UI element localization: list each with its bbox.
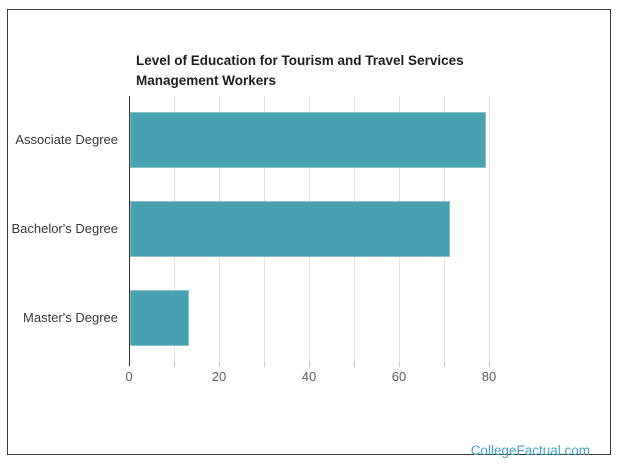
x-tick-mark	[174, 362, 175, 367]
x-tick-mark	[309, 362, 310, 367]
y-axis-line	[129, 96, 130, 366]
chart-title: Level of Education for Tourism and Trave…	[136, 53, 464, 88]
x-tick-mark	[489, 362, 490, 367]
category-label: Master's Degree	[23, 310, 118, 325]
x-tick-label: 80	[481, 369, 497, 384]
x-tick-label: 0	[125, 369, 133, 384]
plot-area: 0 20 40 60 80	[125, 96, 513, 384]
bar-associate-degree	[130, 112, 486, 168]
x-gridline	[489, 96, 490, 362]
x-tick-mark	[444, 362, 445, 367]
x-tick-mark	[264, 362, 265, 367]
x-tick-mark	[354, 362, 355, 367]
x-tick-mark	[399, 362, 400, 367]
x-tick-label: 40	[301, 369, 317, 384]
x-tick-label: 60	[391, 369, 407, 384]
category-label: Associate Degree	[15, 132, 118, 147]
x-tick-mark	[219, 362, 220, 367]
category-label: Bachelor's Degree	[11, 221, 118, 236]
x-tick-label: 20	[211, 369, 227, 384]
bar-bachelor-s-degree	[130, 201, 450, 257]
watermark-link[interactable]: CollegeFactual.com	[470, 443, 590, 458]
bar-master-s-degree	[130, 290, 189, 346]
